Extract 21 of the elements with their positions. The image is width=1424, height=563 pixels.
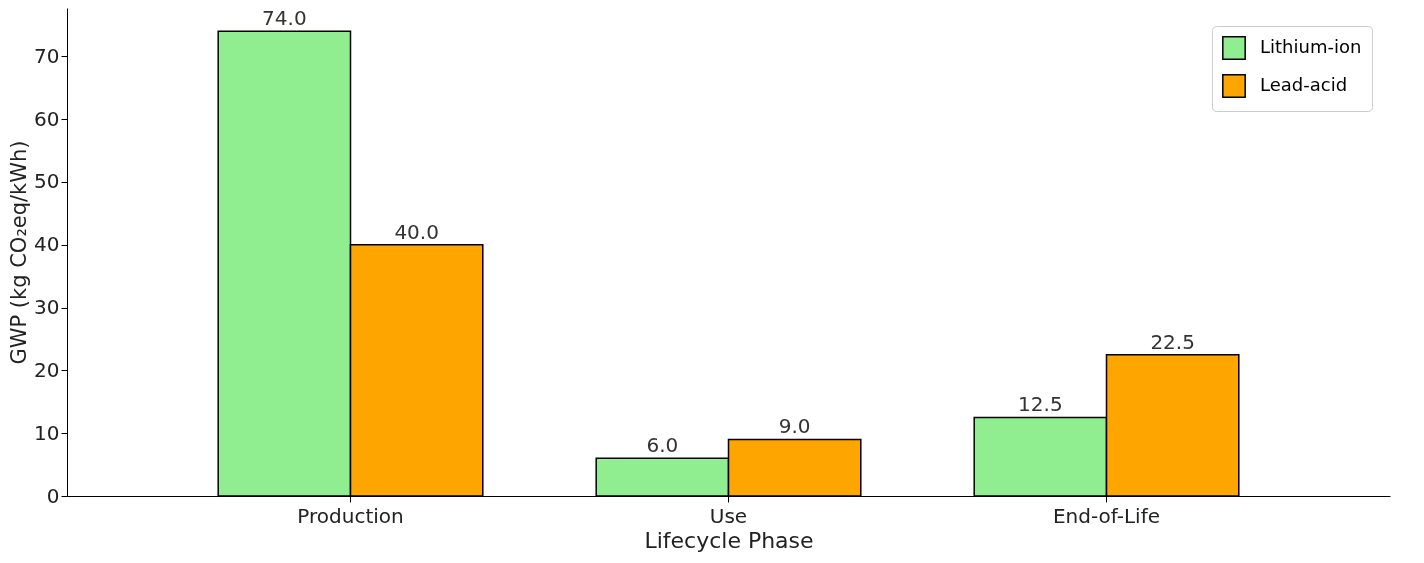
x-axis-title: Lifecycle Phase [644, 527, 814, 553]
y-axis-title: GWP (kg CO₂eq/kWh) [7, 140, 32, 365]
y-tick-label: 20 [34, 357, 60, 382]
legend-label: Lithium-ion [1260, 36, 1362, 57]
x-tick-label: Production [297, 503, 404, 528]
x-tick-label: End-of-Life [1052, 503, 1161, 528]
data-label: 6.0 [646, 433, 679, 458]
y-tick-label: 50 [34, 169, 60, 194]
legend-label: Lead-acid [1260, 74, 1348, 95]
y-tick-label: 40 [34, 232, 60, 257]
data-label: 40.0 [394, 219, 439, 244]
data-label: 9.0 [778, 414, 811, 439]
x-tick-label: Use [709, 503, 748, 528]
y-tick-label: 70 [34, 43, 60, 68]
y-tick-label: 10 [34, 420, 60, 445]
y-tick-label: 30 [34, 295, 60, 320]
y-tick-label: 60 [34, 106, 60, 131]
data-label: 12.5 [1018, 392, 1063, 417]
y-tick-label: 0 [46, 483, 60, 508]
data-label: 74.0 [262, 6, 307, 31]
data-label: 22.5 [1150, 329, 1195, 354]
